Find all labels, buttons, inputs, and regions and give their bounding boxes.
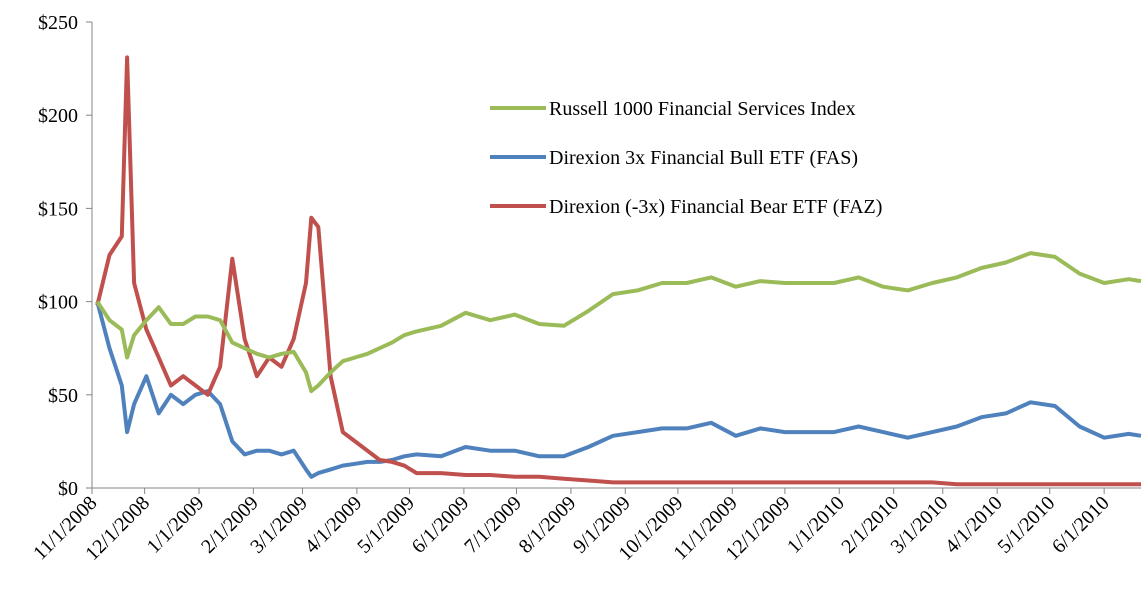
x-tick-label: 4/1/2009 [301, 492, 367, 558]
x-tick-label: 5/1/2009 [353, 492, 419, 558]
x-tick-label: 8/1/2009 [515, 492, 581, 558]
legend-label: Direxion 3x Financial Bull ETF (FAS) [549, 147, 858, 169]
x-tick-label: 6/1/2009 [408, 492, 474, 558]
x-tick-label: 1/1/2009 [143, 492, 209, 558]
y-tick-label: $100 [38, 292, 78, 314]
series-line [95, 301, 1142, 479]
x-tick-label: 4/1/2010 [941, 492, 1007, 558]
y-tick-label: $250 [38, 12, 78, 34]
legend-label: Russell 1000 Financial Services Index [549, 98, 856, 120]
series-line [95, 55, 1141, 487]
x-tick-label: 7/1/2009 [460, 492, 526, 558]
y-tick-label: $200 [38, 105, 78, 127]
y-tick-label: $0 [58, 478, 78, 500]
x-tick-label: 1/1/2010 [783, 492, 849, 558]
y-tick-label: $50 [48, 385, 78, 407]
series-line [95, 251, 1142, 394]
legend-label: Direxion (-3x) Financial Bear ETF (FAZ) [549, 196, 882, 218]
x-tick-label: 6/1/2010 [1048, 492, 1114, 558]
x-tick-label: 5/1/2010 [993, 492, 1059, 558]
y-tick-label: $150 [38, 198, 78, 220]
